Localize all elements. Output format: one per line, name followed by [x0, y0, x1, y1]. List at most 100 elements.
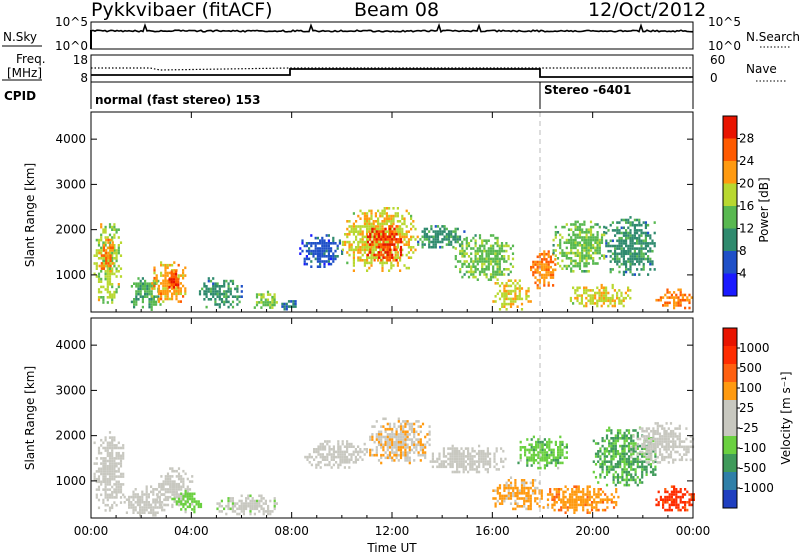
velocity-cell [475, 468, 478, 471]
power-cell [405, 243, 408, 246]
velocity-cell [132, 508, 135, 512]
velocity-cell [384, 427, 387, 431]
power-cell [162, 274, 165, 277]
velocity-cell [604, 508, 607, 512]
power-cell [350, 243, 353, 246]
velocity-cell [668, 493, 671, 496]
velocity-cell [557, 508, 561, 512]
power-cell [651, 242, 654, 245]
power-cell [384, 227, 387, 231]
velocity-cell [175, 475, 178, 478]
power-cell [625, 218, 628, 222]
power-cell [377, 217, 380, 220]
power-cell [616, 255, 619, 258]
power-cell [380, 251, 383, 254]
power-cell [384, 235, 387, 239]
power-cell [385, 222, 388, 226]
power-cell [633, 247, 636, 250]
velocity-cell [152, 514, 155, 517]
velocity-cell [599, 447, 602, 450]
power-cell [585, 264, 588, 268]
velocity-cell [684, 508, 687, 512]
velocity-cell [104, 459, 107, 463]
velocity-cell [692, 498, 695, 501]
power-cell [447, 235, 451, 239]
velocity-cell [95, 470, 98, 473]
power-cell [164, 297, 167, 301]
velocity-cell [595, 508, 598, 512]
power-cell [609, 302, 612, 305]
velocity-cell [519, 446, 522, 449]
velocity-cell [193, 508, 196, 511]
velocity-colorbar-label: Velocity [m s⁻¹] [779, 371, 793, 464]
power-cell [543, 258, 546, 261]
power-cell [478, 247, 482, 250]
velocity-cell [625, 478, 628, 482]
velocity-cell [672, 440, 675, 443]
power-cell [618, 236, 621, 240]
power-cell [104, 275, 107, 278]
power-cell [500, 242, 504, 245]
velocity-cell [575, 503, 578, 507]
velocity-cell [669, 453, 673, 456]
power-cell [111, 270, 114, 273]
power-cell [596, 299, 599, 303]
velocity-cell [108, 457, 112, 460]
velocity-cell [663, 435, 666, 438]
power-cell [377, 256, 381, 259]
velocity-cell [182, 495, 185, 498]
power-cell [454, 227, 457, 231]
power-cell [305, 249, 308, 253]
power-cell [332, 257, 335, 261]
power-cell [576, 233, 579, 237]
power-cell [511, 244, 515, 248]
power-cell [379, 261, 382, 265]
power-cell [580, 294, 583, 297]
velocity-cell [108, 470, 112, 473]
power-cell [341, 240, 344, 244]
velocity-cell [125, 511, 128, 514]
velocity-cell [641, 447, 644, 450]
velocity-cell [482, 449, 485, 453]
velocity-cell [497, 468, 500, 471]
power-cell [512, 302, 515, 306]
velocity-cell [471, 465, 474, 469]
power-cell [585, 270, 588, 273]
velocity-cell [399, 438, 403, 441]
power-cell [622, 231, 625, 235]
power-cell [485, 249, 488, 253]
power-cell [642, 265, 645, 269]
velocity-cell [650, 448, 653, 451]
velocity-cell [601, 460, 604, 463]
power-cell [423, 243, 426, 246]
velocity-cell [608, 429, 611, 432]
velocity-cell [674, 432, 677, 436]
velocity-cell [139, 506, 142, 509]
velocity-cell [417, 438, 420, 441]
power-cell [100, 270, 103, 273]
power-cell [547, 255, 550, 259]
power-cell [489, 260, 493, 263]
power-cell [155, 282, 158, 285]
power-cell [503, 273, 506, 276]
velocity-cell [369, 453, 372, 457]
power-cell [109, 249, 112, 252]
power-cell [207, 290, 210, 293]
power-cell [481, 249, 484, 253]
velocity-cell [117, 462, 120, 465]
velocity-cell [395, 448, 398, 452]
noise-search-label: N.Search [746, 30, 800, 44]
power-cell [647, 223, 650, 227]
power-cell [100, 285, 103, 289]
velocity-cell [685, 448, 688, 451]
power-cell [177, 289, 180, 293]
power-cell [578, 267, 582, 270]
power-colorbar-band [723, 273, 737, 296]
power-cell [399, 235, 402, 239]
velocity-cell [158, 503, 161, 507]
power-cell [547, 252, 550, 256]
power-cell [638, 236, 641, 240]
velocity-cell [532, 448, 535, 452]
velocity-cell [169, 490, 172, 494]
power-cell [102, 257, 105, 260]
